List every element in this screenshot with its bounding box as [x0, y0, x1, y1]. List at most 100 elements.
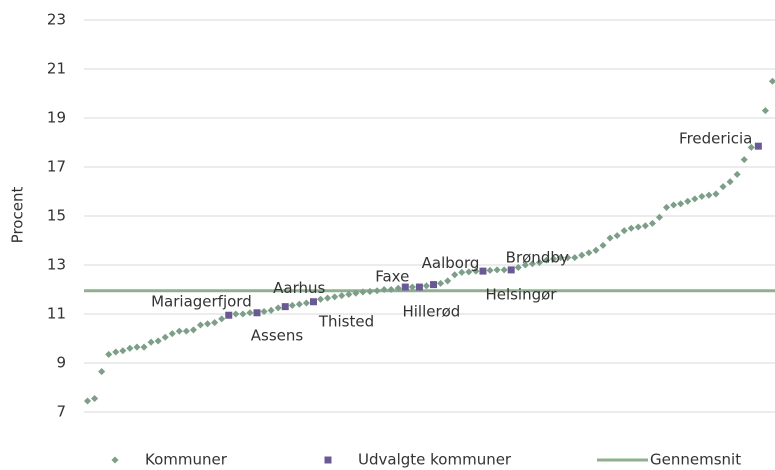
point-label: Thisted [318, 312, 374, 330]
data-point [740, 156, 748, 164]
data-point [592, 246, 600, 254]
data-point [345, 290, 353, 298]
y-tick-label: 13 [47, 256, 66, 274]
data-point [677, 200, 685, 208]
data-point [140, 343, 148, 351]
data-point [430, 281, 438, 289]
data-point [133, 343, 141, 351]
y-tick-label: 21 [47, 60, 66, 78]
data-point [641, 222, 649, 230]
data-point [437, 279, 445, 287]
data-point [295, 300, 303, 308]
legend-label: Gennemsnit [650, 451, 741, 469]
data-point [606, 234, 614, 242]
y-tick-label: 19 [47, 109, 66, 127]
data-point [253, 309, 261, 317]
data-point [528, 260, 536, 268]
data-point [564, 254, 572, 262]
data-point [486, 266, 494, 274]
data-point [451, 271, 459, 279]
legend-marker [324, 456, 332, 464]
data-point [578, 251, 586, 259]
data-point [380, 285, 388, 294]
data-point [91, 394, 99, 403]
y-tick-label: 23 [47, 11, 66, 29]
data-point [571, 254, 579, 262]
data-point [613, 232, 621, 240]
y-tick-label: 17 [47, 158, 66, 176]
data-point [168, 330, 176, 338]
data-point [719, 183, 727, 191]
data-point [684, 197, 692, 205]
data-point [246, 309, 254, 317]
data-point [521, 261, 529, 269]
data-point [161, 333, 169, 341]
data-point [733, 170, 741, 178]
data-point [465, 268, 473, 276]
data-point [726, 178, 734, 186]
y-axis-label: Procent [9, 187, 27, 244]
y-tick-label: 15 [47, 207, 66, 225]
point-label: Fredericia [679, 130, 752, 148]
data-point [472, 267, 480, 275]
data-point [620, 227, 628, 235]
data-point [712, 190, 720, 198]
data-point [204, 320, 212, 328]
data-point [98, 368, 106, 376]
data-point [761, 107, 769, 115]
data-point [119, 347, 127, 355]
data-point [147, 338, 155, 346]
data-point [408, 283, 416, 291]
data-point [274, 304, 282, 312]
point-label: Helsingør [485, 286, 557, 304]
data-point [747, 143, 755, 151]
data-point [479, 267, 487, 275]
data-point [175, 327, 183, 335]
data-point [239, 310, 247, 318]
data-point [302, 299, 310, 307]
data-point [154, 337, 162, 345]
data-point [557, 254, 565, 262]
data-point [698, 192, 706, 200]
point-label: Aarhus [273, 279, 325, 297]
data-point [317, 295, 325, 303]
data-point [267, 306, 275, 314]
data-point [535, 259, 543, 267]
data-point [232, 310, 240, 318]
data-point [599, 241, 607, 249]
data-point [444, 277, 452, 285]
data-point [126, 344, 134, 352]
point-label: Faxe [375, 268, 409, 286]
data-point [105, 350, 113, 358]
data-point [655, 213, 664, 221]
data-point [754, 142, 762, 150]
data-point [542, 256, 551, 264]
data-point [281, 303, 289, 311]
data-point [331, 293, 339, 301]
data-point [458, 268, 466, 276]
data-point [500, 266, 508, 274]
data-point [366, 287, 374, 295]
data-point [218, 315, 226, 323]
data-point [352, 289, 360, 297]
data-point [627, 224, 635, 232]
data-point [359, 288, 367, 296]
point-label: Brøndby [506, 248, 569, 266]
data-point [663, 203, 671, 211]
point-label: Mariagerfjord [151, 293, 252, 311]
point-label: Assens [251, 326, 304, 344]
data-point [387, 285, 395, 294]
data-point [225, 311, 233, 319]
point-label: Aalborg [422, 254, 480, 272]
data-point [648, 219, 656, 227]
data-point [493, 266, 501, 274]
data-point [415, 283, 423, 291]
point-label: Hillerød [402, 303, 460, 321]
data-point [634, 223, 642, 231]
data-point [670, 201, 678, 209]
data-point [691, 195, 699, 203]
data-point [507, 266, 515, 274]
y-tick-label: 7 [56, 403, 66, 421]
data-point [338, 292, 346, 300]
